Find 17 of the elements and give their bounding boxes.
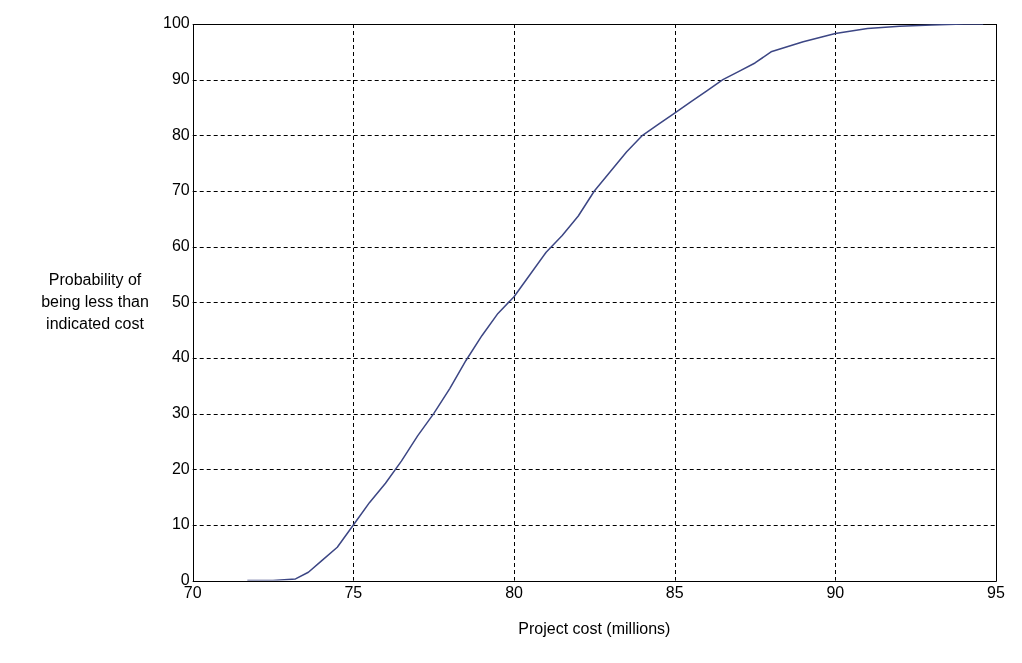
y-tick-label: 30 [171, 404, 190, 422]
x-tick-label: 95 [987, 583, 1005, 601]
y-axis-title: Probability of being less than indicated cost [41, 270, 149, 332]
y-tick-label: 100 [162, 14, 190, 32]
y-tick-label: 10 [171, 515, 190, 533]
y-tick-label: 60 [171, 237, 190, 255]
x-axis-title: Project cost (millions) [518, 619, 671, 637]
x-tick-label: 90 [826, 583, 845, 601]
x-tick-label: 80 [505, 583, 524, 601]
y-tick-label: 40 [171, 348, 190, 366]
y-tick-label: 70 [171, 181, 190, 199]
y-tick-label: 20 [171, 459, 190, 477]
x-tick-label: 85 [665, 583, 684, 601]
y-tick-label: 90 [171, 70, 190, 88]
x-tick-label: 75 [344, 583, 363, 601]
y-tick-label: 50 [171, 292, 190, 310]
y-tick-label: 80 [171, 125, 190, 143]
